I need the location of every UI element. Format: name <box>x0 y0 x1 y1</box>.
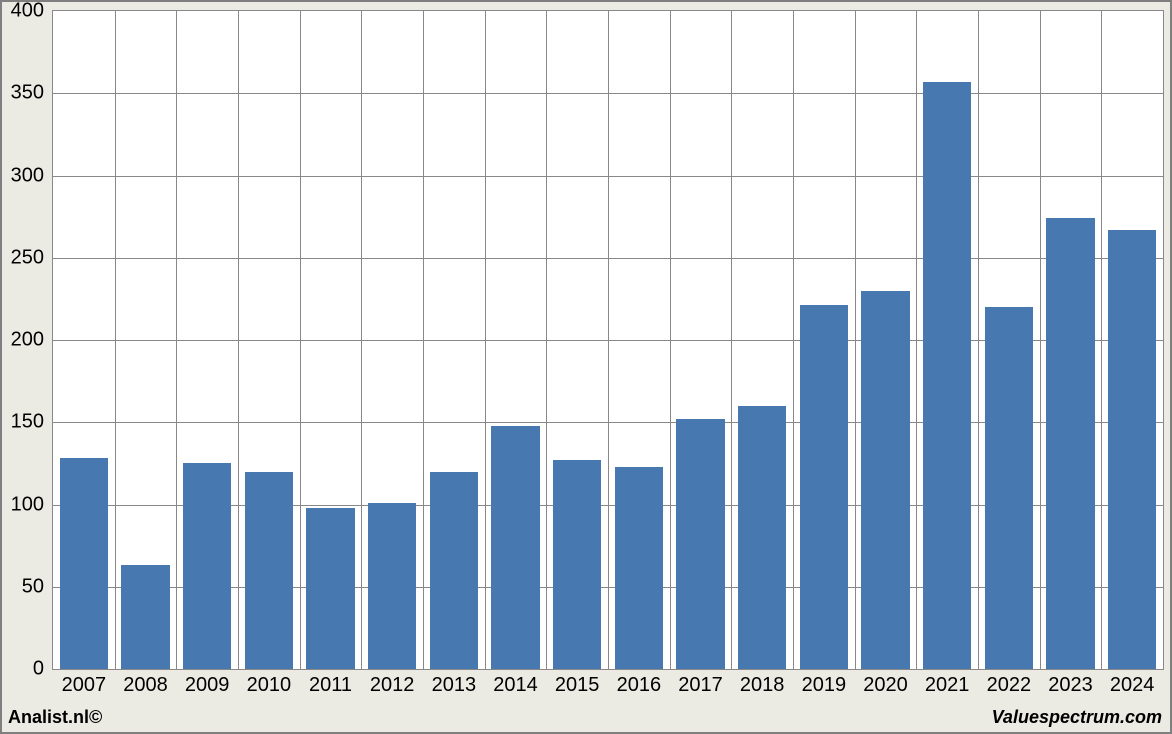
footer-right-credit: Valuespectrum.com <box>992 707 1162 728</box>
y-tick-label: 400 <box>2 0 44 23</box>
bar <box>183 463 231 669</box>
plot-area <box>52 10 1164 670</box>
gridline-vertical <box>855 11 856 669</box>
x-tick-label: 2014 <box>493 674 538 697</box>
x-tick-label: 2012 <box>370 674 415 697</box>
x-tick-label: 2020 <box>863 674 908 697</box>
y-tick-label: 150 <box>2 411 44 434</box>
gridline-vertical <box>793 11 794 669</box>
bar <box>60 458 108 669</box>
bar <box>676 419 724 669</box>
bar <box>491 426 539 669</box>
y-tick-label: 300 <box>2 164 44 187</box>
y-tick-label: 200 <box>2 329 44 352</box>
y-tick-label: 350 <box>2 82 44 105</box>
bar <box>923 82 971 669</box>
gridline-vertical <box>731 11 732 669</box>
bar <box>245 472 293 669</box>
bar <box>985 307 1033 669</box>
y-tick-label: 100 <box>2 493 44 516</box>
gridline-vertical <box>670 11 671 669</box>
x-tick-label: 2007 <box>62 674 107 697</box>
x-tick-label: 2021 <box>925 674 970 697</box>
x-tick-label: 2016 <box>617 674 662 697</box>
x-tick-label: 2010 <box>247 674 292 697</box>
x-tick-label: 2024 <box>1110 674 1155 697</box>
x-tick-label: 2013 <box>432 674 477 697</box>
footer-left-credit: Analist.nl© <box>8 707 102 728</box>
gridline-vertical <box>608 11 609 669</box>
x-tick-label: 2009 <box>185 674 230 697</box>
gridline-vertical <box>1040 11 1041 669</box>
gridline-vertical <box>300 11 301 669</box>
gridline-vertical <box>423 11 424 669</box>
gridline-vertical <box>361 11 362 669</box>
bar <box>121 565 169 669</box>
x-tick-label: 2017 <box>678 674 723 697</box>
y-tick-label: 0 <box>2 658 44 681</box>
bar <box>615 467 663 669</box>
bar <box>368 503 416 669</box>
gridline-vertical <box>978 11 979 669</box>
bar <box>1108 230 1156 669</box>
gridline-vertical <box>546 11 547 669</box>
gridline-vertical <box>485 11 486 669</box>
bar <box>861 291 909 669</box>
y-tick-label: 50 <box>2 575 44 598</box>
x-tick-label: 2018 <box>740 674 785 697</box>
x-tick-label: 2015 <box>555 674 600 697</box>
bar <box>800 305 848 669</box>
bar <box>738 406 786 669</box>
x-tick-label: 2023 <box>1048 674 1093 697</box>
gridline-vertical <box>916 11 917 669</box>
bar <box>1046 218 1094 669</box>
bar <box>306 508 354 669</box>
chart-frame: 0 50 100 150 200 250 300 350 400 2007 2008 2009 201… <box>0 0 1172 734</box>
x-tick-label: 2008 <box>123 674 168 697</box>
gridline-vertical <box>1101 11 1102 669</box>
y-tick-label: 250 <box>2 246 44 269</box>
gridline-vertical <box>176 11 177 669</box>
bar <box>430 472 478 669</box>
x-tick-label: 2022 <box>987 674 1032 697</box>
x-tick-label: 2019 <box>802 674 847 697</box>
x-tick-label: 2011 <box>309 674 352 697</box>
bar <box>553 460 601 669</box>
gridline-vertical <box>238 11 239 669</box>
gridline-vertical <box>115 11 116 669</box>
